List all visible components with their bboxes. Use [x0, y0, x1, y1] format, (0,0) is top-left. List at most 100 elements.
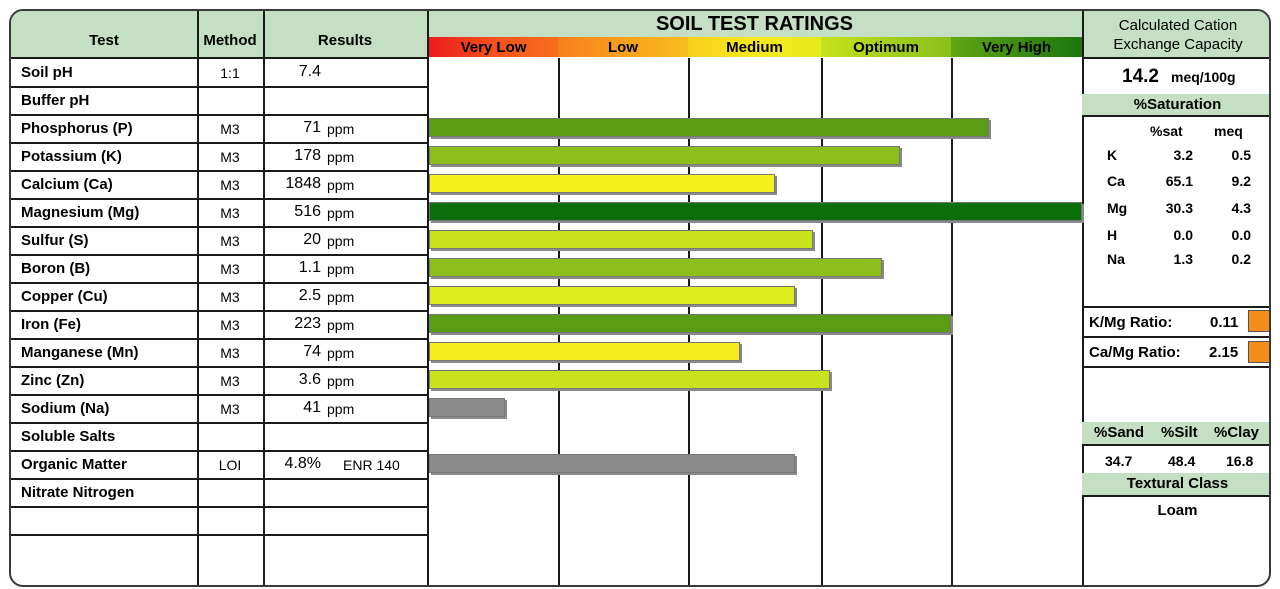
soil-test-report: Test Method Results SOIL TEST RATINGS Ve… — [9, 9, 1271, 587]
test-result: 7.4 — [298, 63, 321, 80]
rating-bar — [429, 258, 883, 277]
test-name: Magnesium (Mg) — [21, 204, 140, 221]
row-divider — [11, 450, 427, 452]
row-divider — [11, 534, 427, 536]
saturation-element: Na — [1107, 251, 1125, 267]
test-result: 71 — [303, 119, 321, 136]
test-result: 3.6 — [298, 371, 321, 388]
panel-divider — [1082, 11, 1084, 585]
silt-value: 48.4 — [1168, 453, 1196, 469]
test-result: 223 — [294, 315, 321, 332]
saturation-meq-header: meq — [1214, 123, 1243, 139]
saturation-meq: 0.5 — [1231, 147, 1251, 163]
side-panel-divider — [1082, 115, 1269, 117]
side-panel-divider — [1082, 444, 1269, 446]
side-panel-divider — [1082, 495, 1269, 497]
textural-class-title: Textural Class — [1126, 475, 1229, 492]
table-column-divider — [427, 11, 429, 585]
rating-bar — [429, 230, 813, 249]
rating-bar — [429, 342, 740, 361]
saturation-percent: 65.1 — [1165, 173, 1193, 189]
test-result: 516 — [294, 203, 321, 220]
row-divider — [11, 394, 427, 396]
rating-bar — [429, 146, 901, 165]
side-panel-divider — [1082, 306, 1269, 308]
saturation-meq: 0.0 — [1231, 227, 1251, 243]
test-result: 2.5 — [298, 287, 321, 304]
test-name: Nitrate Nitrogen — [21, 484, 135, 501]
textural-class-header-background — [1082, 473, 1269, 495]
test-unit: ppm — [327, 289, 355, 305]
test-unit: ppm — [327, 177, 355, 193]
sand-header: %Sand — [1094, 424, 1145, 441]
test-name: Manganese (Mn) — [21, 344, 139, 361]
row-divider — [11, 506, 427, 508]
test-result: 1.1 — [298, 259, 321, 276]
rating-band-very-low: Very Low — [429, 37, 558, 57]
rating-bar — [429, 118, 990, 137]
test-unit: ppm — [327, 233, 355, 249]
rating-bar — [429, 314, 952, 333]
row-divider — [11, 86, 427, 88]
rating-bar — [429, 454, 795, 473]
rating-bar — [429, 286, 795, 305]
test-unit: ENR 140 — [343, 457, 400, 473]
clay-header: %Clay — [1214, 424, 1260, 441]
camg-ratio-label: Ca/Mg Ratio: — [1089, 344, 1181, 361]
test-name: Soluble Salts — [21, 428, 116, 445]
test-unit: ppm — [327, 373, 355, 389]
cec-value: 14.2 — [1122, 66, 1159, 87]
test-method: LOI — [218, 457, 242, 473]
cec-title: Calculated Cation Exchange Capacity — [1113, 17, 1243, 53]
saturation-sat-header: %sat — [1150, 123, 1183, 139]
method-column-header: Method — [203, 32, 257, 49]
row-divider — [11, 198, 427, 200]
clay-value: 16.8 — [1226, 453, 1254, 469]
test-method: 1:1 — [220, 65, 240, 81]
test-name: Iron (Fe) — [21, 316, 81, 333]
test-name: Copper (Cu) — [21, 288, 108, 305]
test-unit: ppm — [327, 261, 355, 277]
row-divider — [11, 114, 427, 116]
row-divider — [11, 170, 427, 172]
saturation-element: K — [1107, 147, 1118, 163]
test-name: Sulfur (S) — [21, 232, 89, 249]
rating-band-very-high: Very High — [951, 37, 1082, 57]
row-divider — [11, 422, 427, 424]
rating-bar — [429, 370, 830, 389]
saturation-meq: 0.2 — [1231, 251, 1251, 267]
test-unit: ppm — [327, 317, 355, 333]
test-method: M3 — [220, 205, 240, 221]
test-result: 178 — [294, 147, 321, 164]
saturation-meq: 9.2 — [1231, 173, 1251, 189]
saturation-element: Mg — [1107, 200, 1128, 216]
results-column-header: Results — [317, 32, 373, 49]
side-panel-divider — [1082, 336, 1269, 338]
camg-ratio-swatch — [1248, 341, 1269, 363]
row-divider — [11, 142, 427, 144]
test-unit: ppm — [327, 149, 355, 165]
saturation-element: Ca — [1107, 173, 1125, 189]
rating-band-divider — [951, 58, 953, 585]
rating-bar — [429, 174, 776, 193]
row-divider — [11, 282, 427, 284]
header-divider — [11, 57, 427, 59]
camg-ratio-value: 2.15 — [1209, 344, 1239, 361]
cec-unit: meq/100g — [1171, 69, 1236, 85]
saturation-percent: 0.0 — [1173, 227, 1193, 243]
silt-header: %Silt — [1161, 424, 1198, 441]
sand-value: 34.7 — [1105, 453, 1133, 469]
test-name: Soil pH — [21, 64, 73, 81]
test-unit: ppm — [327, 121, 355, 137]
test-name: Organic Matter — [21, 456, 127, 473]
saturation-percent: 1.3 — [1173, 251, 1193, 267]
row-divider — [11, 310, 427, 312]
test-name: Boron (B) — [21, 260, 91, 277]
test-method: M3 — [220, 149, 240, 165]
chart-title: SOIL TEST RATINGS — [655, 13, 854, 35]
test-name: Potassium (K) — [21, 148, 122, 165]
test-method: M3 — [220, 317, 240, 333]
test-result: 20 — [303, 231, 321, 248]
test-name: Phosphorus (P) — [21, 120, 133, 137]
test-unit: ppm — [327, 205, 355, 221]
